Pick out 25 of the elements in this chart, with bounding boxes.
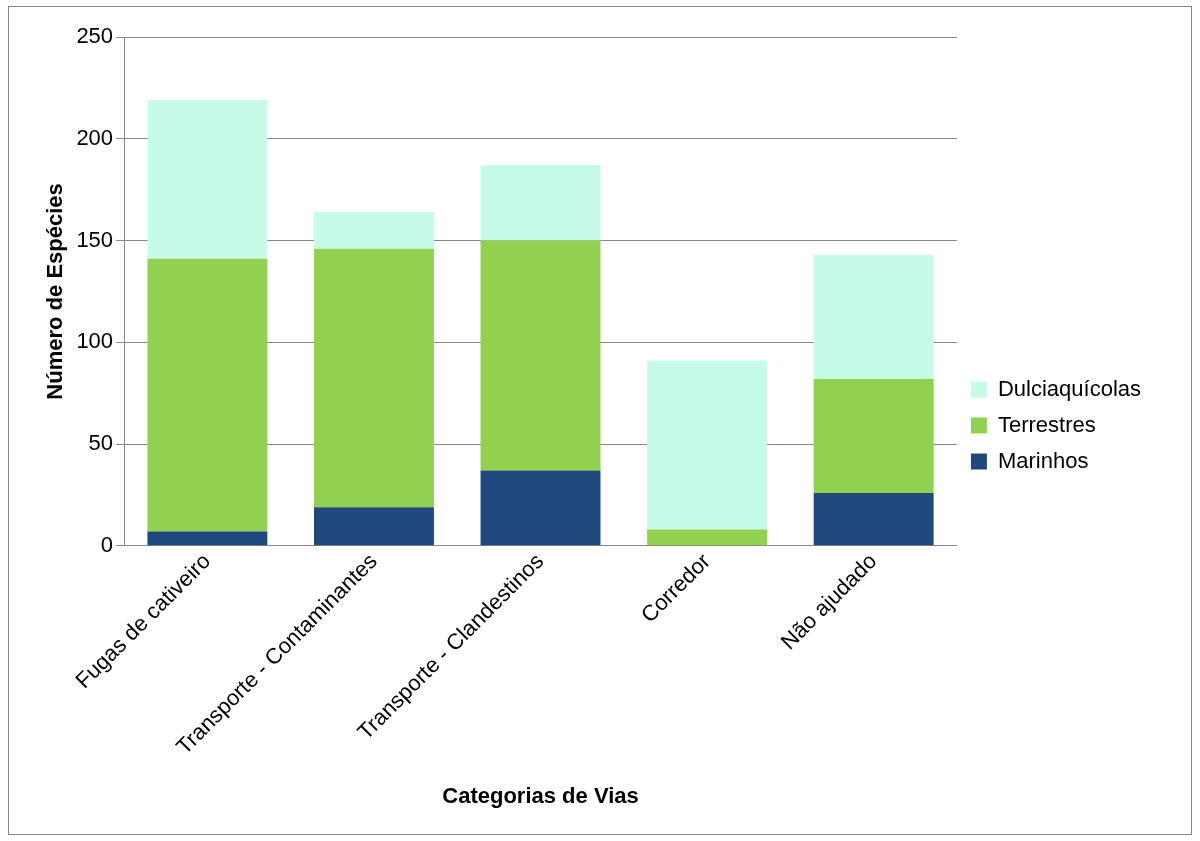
legend-label: Dulciaquícolas — [997, 375, 1141, 401]
y-tick-label: 250 — [76, 23, 114, 49]
bar — [813, 492, 934, 546]
bar — [147, 531, 268, 546]
bar — [480, 470, 601, 546]
y-tick-label: 0 — [100, 531, 114, 557]
legend-label: Terrestres — [997, 411, 1096, 437]
bar — [313, 507, 434, 546]
legend-label: Marinhos — [997, 447, 1089, 473]
bar — [813, 378, 934, 493]
bar — [313, 212, 434, 249]
bar — [480, 165, 601, 241]
bar — [647, 360, 768, 530]
bar — [813, 254, 934, 379]
bar — [480, 240, 601, 471]
bar — [147, 100, 268, 259]
y-tick-label: 150 — [76, 226, 114, 252]
bar — [647, 529, 768, 546]
y-tick-label: 200 — [76, 124, 114, 150]
bar — [313, 248, 434, 508]
bar — [147, 258, 268, 532]
y-tick-label: 100 — [76, 328, 114, 354]
y-tick-label: 50 — [88, 430, 114, 456]
x-axis-title: Categorias de Vias — [442, 782, 639, 808]
y-axis-title: Número de Espécies — [42, 183, 68, 400]
